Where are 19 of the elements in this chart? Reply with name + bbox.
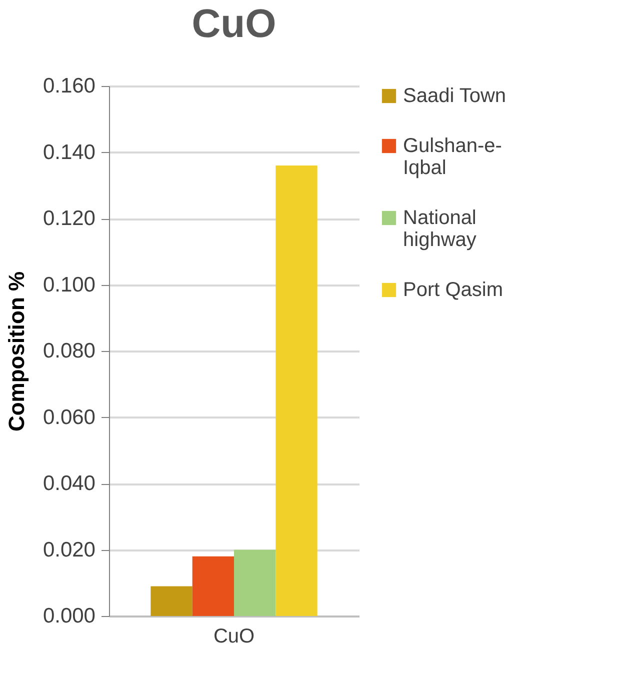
y-tick-label: 0.040 (42, 472, 96, 495)
y-tick-label: 0.060 (42, 406, 96, 429)
text: CuO (213, 626, 255, 648)
y-tick-label: 0.160 (42, 74, 96, 98)
bar (192, 556, 234, 616)
y-tick-label: 0.000 (42, 604, 96, 628)
legend-label: Port Qasim (403, 279, 504, 301)
y-tick-label: 0.140 (42, 140, 96, 164)
y-axis-title: Composition % (4, 271, 29, 432)
legend-label: Gulshan-e-Iqbal (403, 135, 502, 179)
bar (276, 166, 318, 616)
legend-label: National highway (403, 207, 476, 251)
y-tick-label: 0.120 (42, 207, 96, 230)
y-tick-label: 0.020 (42, 538, 96, 562)
y-tick-label: 0.100 (42, 273, 96, 296)
legend-label: Saadi Town (403, 85, 506, 107)
bar (234, 550, 276, 616)
bar (150, 586, 192, 616)
y-tick-label: 0.080 (42, 340, 96, 362)
